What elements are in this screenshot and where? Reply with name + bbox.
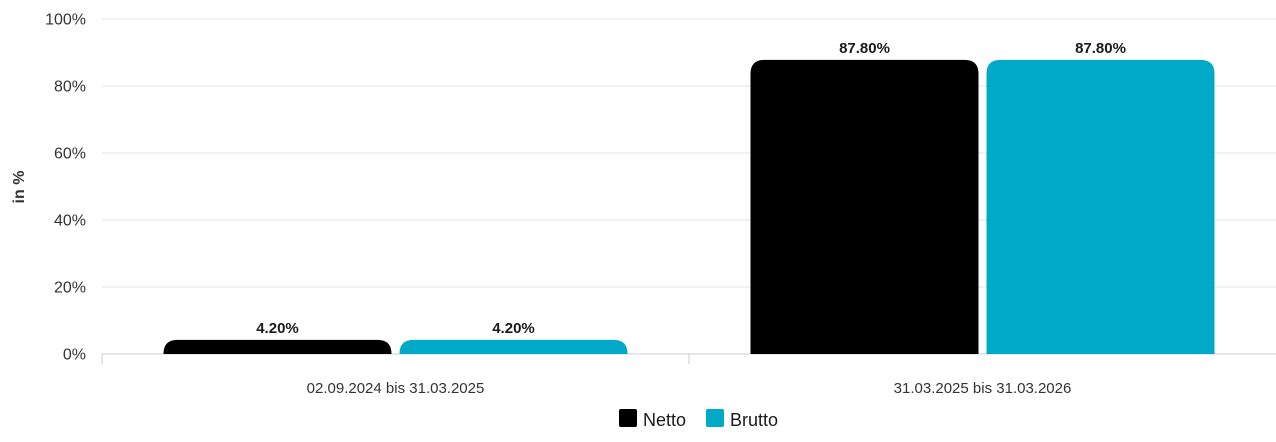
y-tick-label: 60% (54, 146, 86, 163)
data-label-netto: 87.80% (839, 40, 890, 57)
bar-netto-0 (163, 339, 392, 354)
y-axis-title: in % (11, 171, 28, 204)
y-axis-ticks: 0% 20% 40% 60% 80% 100% (45, 12, 86, 364)
y-tick-label: 100% (45, 12, 86, 29)
x-category-label: 31.03.2025 bis 31.03.2026 (894, 380, 1072, 397)
bar-brutto-1 (986, 59, 1215, 355)
bars (163, 59, 1215, 355)
y-tick-label: 0% (63, 347, 86, 364)
bar-netto-1 (750, 59, 979, 355)
y-tick-label: 80% (54, 79, 86, 96)
bar-brutto-0 (399, 339, 628, 354)
legend: Netto Brutto (619, 409, 778, 430)
data-label-brutto: 4.20% (492, 320, 535, 337)
legend-swatch-brutto (706, 409, 724, 427)
legend-label-brutto: Brutto (730, 410, 778, 430)
data-label-brutto: 87.80% (1075, 40, 1126, 57)
legend-swatch-netto (619, 409, 637, 427)
y-tick-label: 40% (54, 213, 86, 230)
data-label-netto: 4.20% (256, 320, 299, 337)
y-tick-label: 20% (54, 280, 86, 297)
legend-label-netto: Netto (643, 410, 686, 430)
data-labels: 4.20% 4.20% 87.80% 87.80% (256, 40, 1126, 337)
x-axis-categories: 02.09.2024 bis 31.03.2025 31.03.2025 bis … (101, 354, 1072, 397)
x-category-label: 02.09.2024 bis 31.03.2025 (307, 380, 485, 397)
